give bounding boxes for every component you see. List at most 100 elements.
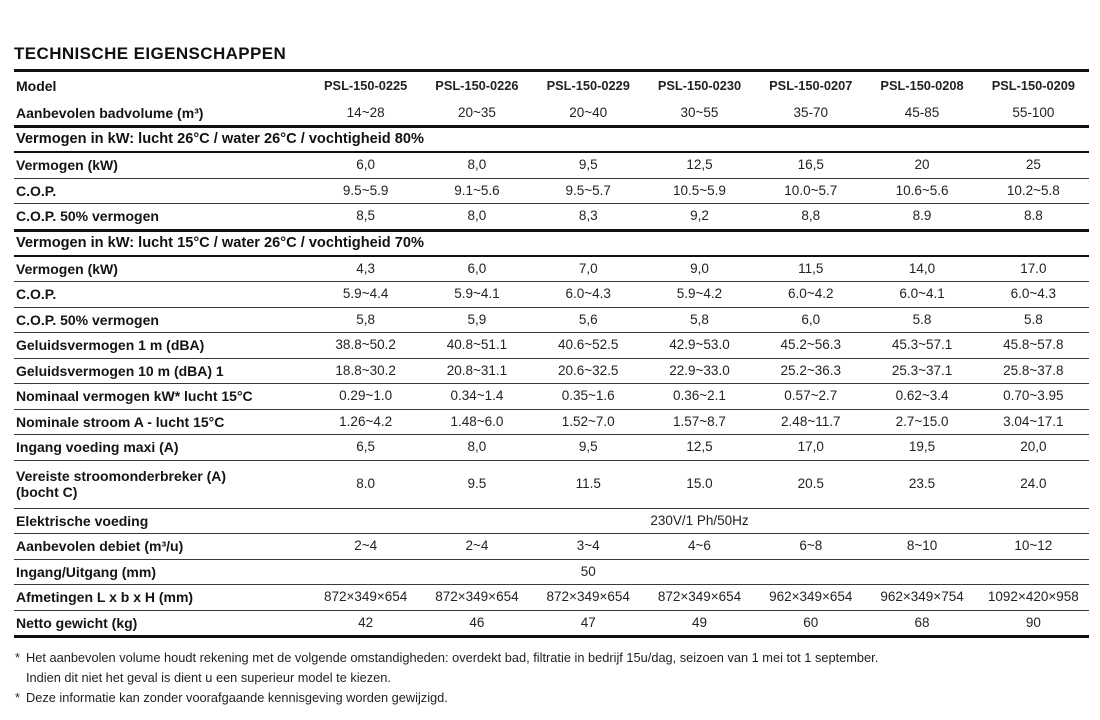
row-label: Nominaal vermogen kW* lucht 15°C [14, 383, 310, 409]
value-cell: 3~4 [532, 533, 644, 559]
value-cell: 10.2~5.8 [977, 177, 1089, 204]
value-cell: 6,0 [421, 255, 533, 282]
value-cell: 42 [310, 609, 422, 638]
row-label: Ingang voeding maxi (A) [14, 434, 310, 460]
value-cell: 20.6~32.5 [532, 357, 644, 384]
value-cell: 6.0~4.1 [866, 281, 978, 307]
value-cell: 20.8~31.1 [421, 357, 533, 384]
value-cell: 12,5 [643, 434, 756, 460]
value-cell: 9.5~5.9 [310, 177, 422, 204]
value-cell: 45.2~56.3 [755, 332, 867, 358]
value-cell: 6.0~4.3 [532, 281, 644, 307]
row-label: Nominale stroom A - lucht 15°C [14, 408, 310, 435]
value-cell: 0.70~3.95 [977, 383, 1089, 409]
table-row: Geluidsvermogen 10 m (dBA) 1 18.8~30.2 20.… [14, 357, 1089, 384]
value-cell: 5.8 [866, 306, 978, 333]
value-cell: 47 [532, 609, 644, 638]
value-cell: 19,5 [866, 434, 978, 460]
value-cell: 15.0 [643, 459, 756, 508]
value-cell: 20 [866, 151, 978, 178]
value-cell: 40.8~51.1 [421, 332, 533, 358]
value-cell: 18.8~30.2 [310, 357, 422, 384]
value-cell: 25.3~37.1 [866, 357, 978, 384]
value-cell: 9.5~5.7 [532, 177, 644, 204]
value-cell: 20.5 [755, 459, 867, 508]
value-cell: 16,5 [755, 151, 867, 178]
table-row: Nominale stroom A - lucht 15°C 1.26~4.2 1.… [14, 408, 1089, 435]
row-label: Afmetingen L x b x H (mm) [14, 584, 310, 610]
value-cell: 17.0 [977, 255, 1089, 282]
value-cell: 3.04~17.1 [977, 408, 1089, 435]
footnote-marker [15, 668, 26, 688]
value-cell: 1.26~4.2 [310, 408, 422, 435]
value-cell: 6,5 [310, 434, 422, 460]
value-cell: 2.48~11.7 [755, 408, 867, 435]
footnote-marker: * [15, 689, 20, 705]
value-cell: 8,3 [532, 203, 644, 230]
section-header: Vermogen in kW: lucht 26°C / water 26°C … [14, 125, 1089, 153]
value-cell: 24.0 [977, 459, 1089, 508]
value-cell: 0.62~3.4 [866, 383, 978, 409]
value-cell: 45.8~57.8 [977, 332, 1089, 358]
value-cell: 872×349×654 [310, 584, 422, 610]
footnote: * Deze informatie kan zonder voorafgaande… [15, 688, 1089, 708]
table-row: C.O.P. 50% vermogen 5,8 5,9 5,6 5,8 6,0 5.8 5.8 [14, 306, 1089, 333]
value-cell: 1.48~6.0 [421, 408, 533, 435]
row-label: C.O.P. 50% vermogen [14, 203, 310, 230]
value-cell: 20~35 [457, 104, 496, 120]
table-row: Nominaal vermogen kW* lucht 15°C 0.29~1.0… [14, 383, 1089, 409]
model-name-cell: PSL-150-0229 [532, 69, 644, 101]
merged-value-cell: 50 [310, 558, 867, 585]
value-cell: 45.3~57.1 [866, 332, 978, 358]
value-cell: 5,6 [532, 306, 644, 333]
table-row: Afmetingen L x b x H (mm) 872×349×654 872×… [14, 584, 1089, 610]
value-cell: 4,3 [310, 255, 422, 282]
value-cell: 8,5 [310, 203, 422, 230]
empty-cell [977, 558, 1089, 585]
footnote-marker: * [15, 650, 20, 665]
footnote: * Het aanbevolen volume houdt rekening me… [15, 648, 1089, 668]
empty-cell [866, 558, 978, 585]
value-cell: 6,0 [755, 306, 867, 333]
section-header-row: Vermogen in kW: lucht 26°C / water 26°C … [14, 125, 1089, 153]
value-cell: 5.9~4.2 [643, 281, 756, 307]
row-label: C.O.P. [14, 177, 310, 204]
value-cell: 6~8 [755, 533, 867, 559]
row-label: Netto gewicht (kg) [14, 609, 310, 638]
value-cell: 4~6 [643, 533, 756, 559]
value-cell: 40.6~52.5 [532, 332, 644, 358]
value-cell: 17,0 [755, 434, 867, 460]
spec-table: Model PSL-150-0225 PSL-150-0226 PSL-150-022… [14, 69, 1089, 638]
value-cell: 5.9~4.4 [310, 281, 422, 307]
value-cell: 5.8 [977, 306, 1089, 333]
row-label: Vermogen (kW) [14, 151, 310, 178]
value-cell: 0.57~2.7 [755, 383, 867, 409]
value-cell: 12,5 [643, 151, 756, 178]
table-row: C.O.P. 9.5~5.9 9.1~5.6 9.5~5.7 10.5~5.9 10.0~… [14, 177, 1089, 204]
row-label: Ingang/Uitgang (mm) [14, 558, 310, 585]
table-row: C.O.P. 50% vermogen 8,5 8,0 8,3 9,2 8,8 8.9 8.8 [14, 203, 1089, 230]
value-cell: 9.5 [421, 459, 533, 508]
value-cell: 14,0 [866, 255, 978, 282]
value-cell: 962×349×654 [755, 584, 867, 610]
value-cell: 8~10 [866, 533, 978, 559]
value-cell: 872×349×654 [421, 584, 533, 610]
table-row: Ingang voeding maxi (A) 6,5 8,0 9,5 12,5 17,0… [14, 434, 1089, 460]
value-cell: 9.1~5.6 [421, 177, 533, 204]
value-cell: 0.35~1.6 [532, 383, 644, 409]
value-cell: 8,0 [421, 151, 533, 178]
value-cell: 25.8~37.8 [977, 357, 1089, 384]
value-cell: 42.9~53.0 [643, 332, 756, 358]
value-cell: 1.57~8.7 [643, 408, 756, 435]
value-cell: 8,0 [421, 434, 533, 460]
table-row: Ingang/Uitgang (mm) 50 [14, 558, 1089, 585]
row-label: Aanbevolen badvolume (m³) [16, 104, 204, 121]
value-cell: 10~12 [977, 533, 1089, 559]
merged-value-cell: 230V/1 Ph/50Hz [310, 507, 1089, 534]
table-row: Netto gewicht (kg) 42 46 47 49 60 68 90 [14, 609, 1089, 638]
value-cell: 60 [755, 609, 867, 638]
value-cell: 7,0 [532, 255, 644, 282]
value-cell: 5,8 [310, 306, 422, 333]
section-header: Vermogen in kW: lucht 15°C / water 26°C … [14, 228, 1089, 257]
